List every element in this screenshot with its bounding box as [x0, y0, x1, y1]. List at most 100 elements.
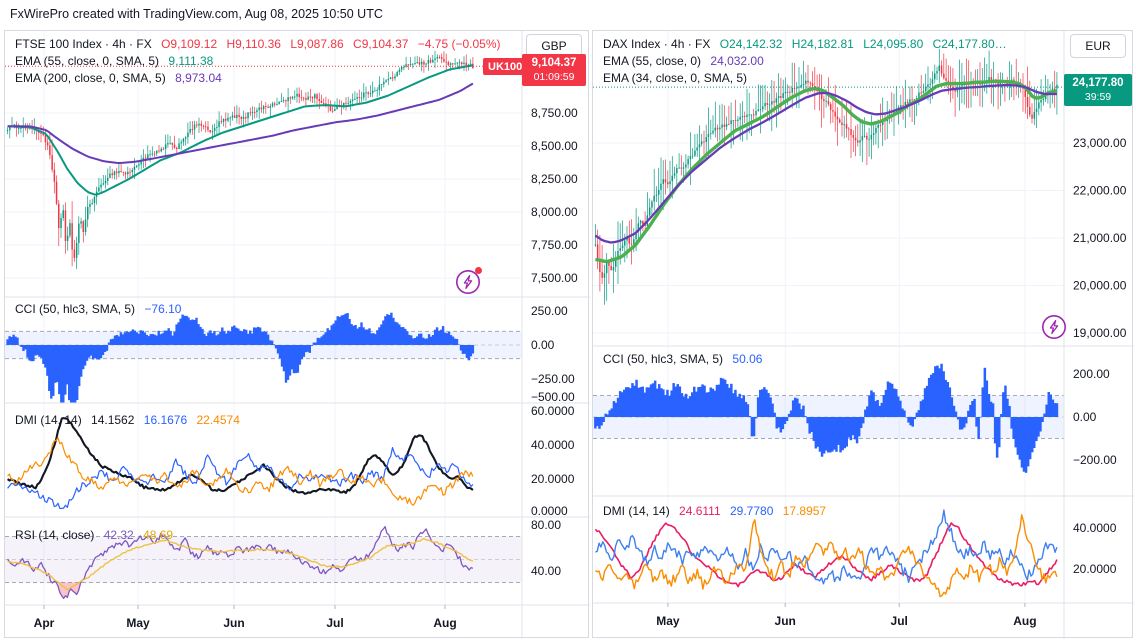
ftse-open: O9,109.12 — [161, 37, 218, 51]
x-axis-label[interactable]: Aug — [433, 616, 456, 630]
lines-pane — [6, 417, 474, 510]
dmi-minus-di-value: 22.4574 — [196, 413, 240, 427]
price-pane — [593, 48, 1064, 334]
y-axis-tick: −500.00 — [531, 390, 575, 404]
dax-ema55-label: EMA (55, close, 0) — [603, 54, 702, 68]
legend-row-ema55: EMA (55, close, 0) 24,032.00 — [603, 53, 1007, 70]
y-axis-tick: 8,250.00 — [531, 172, 578, 186]
indicator-line — [6, 417, 474, 495]
ema200-value: 8,973.04 — [175, 71, 222, 85]
ftse-rsi-legend[interactable]: RSI (14, close) 42.32 48.69 — [15, 527, 173, 544]
y-axis-tick: 22,000.00 — [1073, 184, 1127, 198]
dax-price-legend[interactable]: DAX Index · 4h · FX O24,142.32 H24,182.8… — [603, 36, 1007, 87]
indicator-line — [7, 437, 474, 506]
boost-icon[interactable] — [1041, 314, 1067, 340]
x-axis-label[interactable]: May — [126, 616, 150, 630]
ftse-chart-panel: 8,750.00 8,500.00 8,250.00 8,000.00 7,750.00… — [4, 30, 590, 639]
dax-bar-countdown: 39:59 — [1084, 91, 1112, 103]
ftse-symbol-title: FTSE 100 Index · 4h · FX — [15, 37, 152, 51]
dax-high: H24,182.81 — [791, 37, 854, 51]
dmi-label: DMI (14, 14) — [15, 413, 82, 427]
cci-value: 50.06 — [732, 352, 763, 366]
y-axis-tick: 23,000.00 — [1073, 136, 1127, 150]
cci-pane — [5, 312, 522, 403]
candlestick-series — [6, 50, 474, 269]
ftse-last-price-badge: 9,104.37 01:09:59 — [522, 54, 586, 86]
dmi-adx-value: 24.6111 — [679, 504, 721, 518]
y-axis-tick: 19,000.00 — [1073, 326, 1127, 340]
ema200-label: EMA (200, close, 0, SMA, 5) — [15, 71, 166, 85]
x-axis-label[interactable]: Jun — [223, 616, 244, 630]
x-axis-label[interactable]: Apr — [34, 616, 55, 630]
ftse-bar-countdown: 01:09:59 — [533, 71, 575, 83]
dax-dmi-legend[interactable]: DMI (14, 14) 24.6111 29.7780 17.8957 — [603, 503, 826, 520]
x-axis-label[interactable]: Aug — [1013, 614, 1036, 628]
rsi-label: RSI (14, close) — [15, 528, 95, 542]
dmi-minus-di-value: 17.8957 — [782, 504, 827, 518]
indicator-line — [7, 447, 474, 510]
y-axis-tick: −250.00 — [531, 372, 575, 386]
cci-label: CCI (50, hlc3, SMA, 5) — [603, 352, 724, 366]
y-axis-tick: 0.00 — [1073, 410, 1097, 424]
legend-row-ema55: EMA (55, close, 0, SMA, 5) 9,111.38 — [15, 53, 501, 70]
dax-chart-canvas[interactable]: 23,000.00 22,000.00 21,000.00 20,000.00 19,0… — [593, 31, 1134, 639]
y-axis-tick: 0.0000 — [531, 504, 568, 518]
ftse-cci-legend[interactable]: CCI (50, hlc3, SMA, 5) −76.10 — [15, 301, 181, 318]
dax-ema34-label: EMA (34, close, 0, SMA, 5) — [603, 71, 748, 85]
dmi-plus-di-value: 29.7780 — [729, 504, 774, 518]
legend-row-ema34: EMA (34, close, 0, SMA, 5) — [603, 70, 1007, 87]
cci-pane — [593, 363, 1064, 473]
y-axis-tick: 200.00 — [1073, 367, 1110, 381]
indicator-line — [7, 525, 474, 600]
rsi-value: 42.32 — [103, 528, 134, 542]
dax-close: C24,177.80… — [932, 37, 1007, 51]
ftse-close: C9,104.37 — [353, 37, 409, 51]
notification-dot — [475, 267, 482, 274]
candlestick-series — [594, 48, 1058, 305]
y-axis-tick: 60.0000 — [531, 404, 575, 418]
legend-row-ema200: EMA (200, close, 0, SMA, 5) 8,973.04 — [15, 70, 501, 87]
y-axis-tick: 8,000.00 — [531, 205, 578, 219]
boost-icon[interactable] — [455, 267, 482, 295]
y-axis-tick: 40.0000 — [1073, 521, 1117, 535]
dmi-plus-di-value: 16.1676 — [143, 413, 188, 427]
ftse-high: H9,110.36 — [226, 37, 281, 51]
x-axis-label[interactable]: Jul — [326, 616, 343, 630]
y-axis-tick: 40.00 — [531, 564, 561, 578]
y-axis-tick: 20.0000 — [531, 472, 575, 486]
legend-row-symbol: FTSE 100 Index · 4h · FX O9,109.12 H9,11… — [15, 36, 501, 53]
ftse-price-legend[interactable]: FTSE 100 Index · 4h · FX O9,109.12 H9,11… — [15, 36, 501, 87]
price-pane — [5, 50, 522, 279]
y-axis-tick: 0.00 — [531, 338, 555, 352]
indicator-line — [595, 509, 1058, 585]
cci-histogram — [594, 363, 1059, 473]
dax-symbol-title: DAX Index · 4h · FX — [603, 37, 711, 51]
y-axis-tick: 40.0000 — [531, 438, 575, 452]
ftse-change: −4.75 (−0.05%) — [417, 37, 501, 51]
eur-currency-button[interactable]: EUR — [1070, 34, 1126, 58]
x-axis-label[interactable]: Jul — [891, 614, 908, 628]
y-axis-tick: 8,750.00 — [531, 106, 578, 120]
dax-ema55-value: 24,032.00 — [710, 54, 764, 68]
rsi-oversold-fill — [52, 582, 83, 599]
ftse-last-price: 9,104.37 — [531, 57, 577, 69]
y-axis-tick: 20.0000 — [1073, 562, 1117, 576]
dax-cci-legend[interactable]: CCI (50, hlc3, SMA, 5) 50.06 — [603, 351, 762, 368]
ftse-low: L9,087.86 — [290, 37, 344, 51]
ma-line — [594, 83, 1057, 244]
gridlines — [667, 31, 1026, 603]
cci-histogram — [6, 312, 475, 403]
ma-line — [595, 79, 1058, 264]
rsi-ma-value: 48.69 — [143, 528, 174, 542]
x-axis-label[interactable]: May — [656, 614, 680, 628]
ftse-dmi-legend[interactable]: DMI (14, 14) 14.1562 16.1676 22.4574 — [15, 412, 240, 429]
ftse-chart-canvas[interactable]: 8,750.00 8,500.00 8,250.00 8,000.00 7,750.00… — [5, 31, 590, 639]
x-axis-label[interactable]: Jun — [775, 614, 796, 628]
cci-label: CCI (50, hlc3, SMA, 5) — [15, 302, 136, 316]
y-axis-tick: −200.00 — [1073, 453, 1117, 467]
dax-last-price-badge: 24,177.80 39:59 — [1064, 74, 1132, 106]
y-axis-tick: 80.00 — [531, 518, 561, 532]
uk100-price-label: UK100 — [483, 58, 528, 75]
gridlines — [43, 31, 446, 605]
